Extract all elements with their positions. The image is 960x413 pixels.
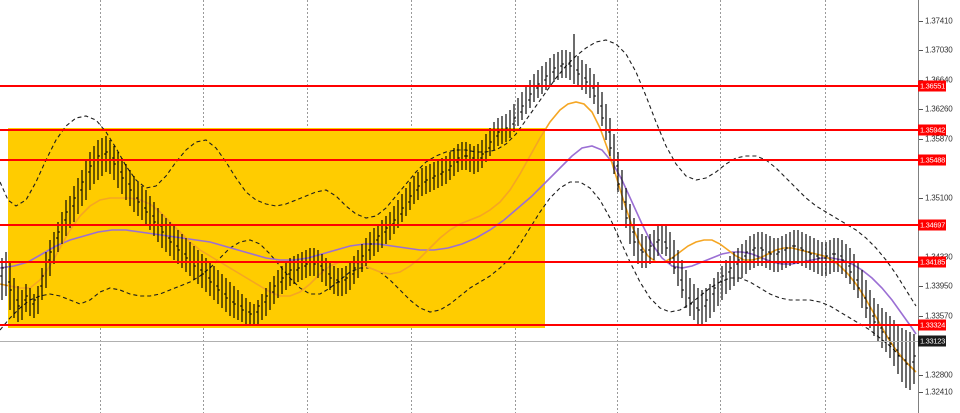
price-level-tag[interactable]: 1.35942 — [918, 124, 947, 136]
price-level-line[interactable] — [0, 324, 918, 326]
price-level-line[interactable] — [0, 85, 918, 87]
axis-tick — [919, 21, 923, 22]
axis-tick — [919, 286, 923, 287]
price-level-tag[interactable]: 1.35488 — [918, 154, 947, 166]
vertical-gridline — [825, 0, 826, 413]
band-lower-path — [0, 181, 917, 373]
band-upper-path — [0, 39, 917, 307]
moving-average-fast-path — [0, 101, 917, 373]
axis-tick-label: 1.37030 — [925, 45, 953, 55]
axis-spine — [918, 0, 919, 413]
price-level-tag[interactable]: 1.34697 — [918, 219, 947, 231]
axis-tick-label: 1.32410 — [925, 387, 953, 397]
axis-tick-label: 1.37410 — [925, 16, 953, 26]
price-level-tag[interactable]: 1.33324 — [918, 319, 947, 331]
vertical-gridline — [617, 0, 618, 413]
price-level-tag[interactable]: 1.36551 — [918, 80, 947, 92]
price-axis[interactable]: 1.37410 1.37030 1.36640 1.36260 1.35870 … — [918, 0, 960, 413]
axis-tick-label: 1.32800 — [925, 370, 953, 380]
axis-tick-label: 1.36640 — [925, 76, 953, 85]
axis-tick — [919, 50, 923, 51]
axis-tick — [919, 198, 923, 199]
price-level-line[interactable] — [0, 261, 918, 263]
price-level-line[interactable] — [0, 159, 918, 161]
vertical-gridline — [720, 0, 721, 413]
axis-tick-label: 1.33950 — [925, 281, 953, 291]
moving-average-slow-path — [0, 145, 917, 335]
axis-tick — [919, 109, 923, 110]
axis-tick-label: 1.35870 — [925, 134, 953, 144]
current-price-tag[interactable]: 1.33123 — [918, 335, 947, 347]
price-level-line[interactable] — [0, 224, 918, 226]
axis-tick — [919, 139, 923, 140]
axis-tick — [919, 375, 923, 376]
candlestick-bars — [1, 34, 915, 390]
current-price-line — [0, 341, 918, 342]
price-level-tag[interactable]: 1.34185 — [918, 256, 947, 268]
axis-tick — [919, 316, 923, 317]
price-level-line[interactable] — [0, 129, 918, 131]
chart-plot-area[interactable] — [0, 0, 918, 413]
axis-tick-label: 1.35100 — [925, 193, 953, 203]
axis-tick — [919, 392, 923, 393]
price-series-svg — [0, 34, 917, 390]
candlestick-open-close-ticks — [0, 63, 916, 365]
axis-tick-label: 1.36260 — [925, 104, 953, 114]
axis-tick-label: 1.33570 — [925, 311, 953, 321]
